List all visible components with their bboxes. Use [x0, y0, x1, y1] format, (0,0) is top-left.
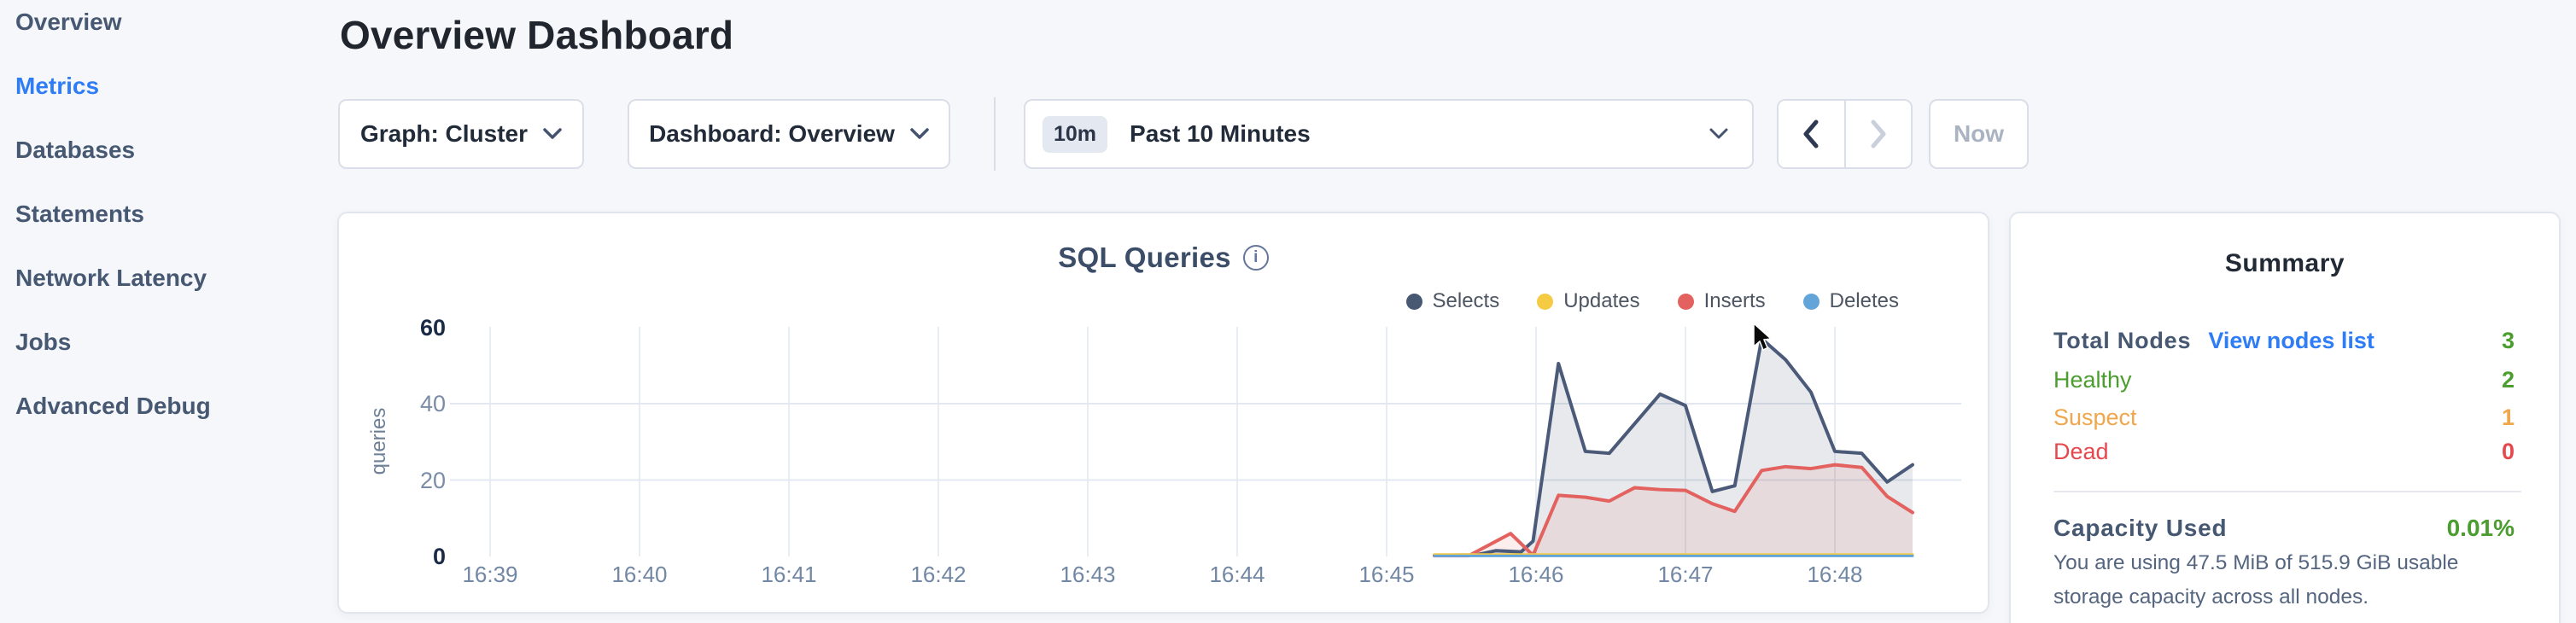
summary-row-capacity: Capacity Used 0.01%: [2053, 514, 2515, 543]
chevron-down-icon: [543, 128, 562, 140]
time-range-badge: 10m: [1043, 115, 1108, 153]
sidebar-item-statements[interactable]: Statements: [15, 201, 144, 227]
summary-row-healthy: Healthy 2: [2053, 366, 2515, 393]
summary-title: Summary: [2224, 249, 2345, 277]
suspect-value: 1: [2501, 404, 2515, 430]
chevron-right-icon: [1870, 119, 1887, 148]
dead-value: 0: [2501, 438, 2515, 464]
time-range-label: Past 10 Minutes: [1130, 120, 1311, 147]
x-tick-label: 16:46: [1508, 562, 1564, 587]
chevron-down-icon: [1709, 128, 1728, 140]
controls-divider: [994, 97, 996, 171]
x-tick-label: 16:44: [1209, 562, 1265, 587]
sidebar: Overview Metrics Databases Statements Ne…: [15, 7, 211, 422]
sidebar-item-overview[interactable]: Overview: [15, 9, 122, 35]
now-button[interactable]: Now: [1929, 99, 2029, 169]
chart-legend: Selects Updates Inserts Deletes: [1405, 289, 1899, 313]
chart-title: SQL Queries: [1058, 242, 1231, 273]
chevron-down-icon: [910, 128, 929, 140]
page-title: Overview Dashboard: [340, 13, 734, 57]
healthy-value: 2: [2501, 366, 2515, 393]
legend-item-selects[interactable]: Selects: [1405, 289, 1500, 313]
capacity-used-label: Capacity Used: [2053, 515, 2228, 541]
summary-row-suspect: Suspect 1: [2053, 404, 2515, 431]
sidebar-item-network-latency[interactable]: Network Latency: [15, 265, 207, 291]
sidebar-item-databases[interactable]: Databases: [15, 137, 136, 163]
x-tick-label: 16:41: [761, 562, 817, 587]
healthy-label: Healthy: [2053, 366, 2132, 393]
chevron-left-icon: [1802, 119, 1820, 148]
graph-selector-label: Graph: Cluster: [359, 120, 529, 147]
summary-panel: Summary Total Nodes View nodes list 3 He…: [2009, 212, 2561, 623]
suspect-label: Suspect: [2053, 404, 2137, 430]
dashboard-selector-dropdown[interactable]: Dashboard: Overview: [628, 99, 950, 169]
graph-selector-dropdown[interactable]: Graph: Cluster: [338, 99, 584, 169]
legend-dot-icon: [1537, 293, 1554, 310]
capacity-description: You are using 47.5 MiB of 515.9 GiB usab…: [2053, 551, 2459, 608]
x-tick-label: 16:39: [462, 562, 518, 587]
time-range-selector[interactable]: 10m Past 10 Minutes: [1024, 99, 1754, 169]
sidebar-item-jobs[interactable]: Jobs: [15, 329, 72, 355]
chart-title-row: SQL Queries i: [339, 241, 1988, 275]
info-icon[interactable]: i: [1242, 245, 1269, 271]
x-tick-label: 16:43: [1060, 562, 1116, 587]
dashboard-selector-label: Dashboard: Overview: [649, 120, 895, 147]
y-axis-title: queries: [367, 407, 390, 475]
legend-label: Selects: [1432, 289, 1500, 312]
legend-item-inserts[interactable]: Inserts: [1677, 289, 1766, 313]
summary-row-total-nodes: Total Nodes View nodes list 3: [2053, 327, 2515, 354]
y-tick-label: 0: [432, 544, 446, 569]
capacity-used-value: 0.01%: [2446, 515, 2515, 541]
x-tick-label: 16:42: [910, 562, 967, 587]
sql-queries-chart-card: SQL Queries i Selects Updates Inserts Delet…: [337, 212, 1989, 614]
dead-label: Dead: [2053, 438, 2109, 464]
prev-time-window-button[interactable]: [1779, 101, 1846, 167]
total-nodes-value: 3: [2501, 327, 2515, 353]
y-tick-label: 60: [419, 314, 446, 341]
chart-plot-area[interactable]: [450, 322, 1961, 565]
summary-divider: [2053, 491, 2521, 492]
x-tick-label: 16:47: [1657, 562, 1714, 587]
time-window-arrows: [1777, 99, 1913, 169]
total-nodes-label: Total Nodes: [2053, 327, 2192, 353]
legend-label: Updates: [1563, 289, 1640, 312]
legend-label: Deletes: [1829, 289, 1899, 312]
summary-row-dead: Dead 0: [2053, 438, 2515, 465]
next-time-window-button[interactable]: [1845, 101, 1911, 167]
legend-label: Inserts: [1703, 289, 1766, 312]
x-tick-label: 16:40: [611, 562, 668, 587]
x-tick-label: 16:45: [1358, 562, 1415, 587]
legend-dot-icon: [1405, 293, 1422, 310]
x-tick-label: 16:48: [1807, 562, 1863, 587]
sidebar-item-advanced-debug[interactable]: Advanced Debug: [15, 393, 211, 419]
sidebar-item-metrics[interactable]: Metrics: [15, 73, 100, 99]
legend-dot-icon: [1677, 293, 1694, 310]
legend-item-updates[interactable]: Updates: [1537, 289, 1640, 313]
legend-item-deletes[interactable]: Deletes: [1802, 289, 1899, 313]
legend-dot-icon: [1802, 293, 1820, 310]
view-nodes-list-link[interactable]: View nodes list: [2208, 327, 2374, 353]
